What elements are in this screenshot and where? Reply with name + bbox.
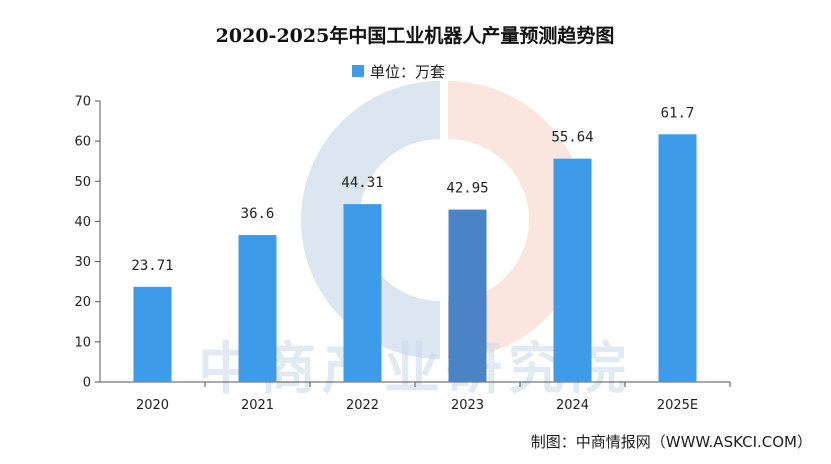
legend: 单位：万套 <box>352 63 445 81</box>
axes: 0 10 20 30 40 50 60 70 2020 2021 2022 2023 2024 2025E <box>74 95 731 413</box>
bars-group <box>133 134 697 382</box>
x-tick-label: 2022 <box>346 398 379 413</box>
x-tick-label: 2023 <box>451 398 484 413</box>
data-label: 23.71 <box>131 258 173 274</box>
x-tick-label: 2021 <box>241 398 274 413</box>
data-label: 61.7 <box>661 105 695 121</box>
bar <box>658 134 697 382</box>
source-note: 制图：中商情报网（WWW.ASKCI.COM） <box>531 433 812 451</box>
data-label: 36.6 <box>241 206 275 222</box>
x-tick-label: 2024 <box>556 398 589 413</box>
y-tick-label: 30 <box>74 255 91 270</box>
y-tick-label: 60 <box>74 135 91 150</box>
value-labels-group: 23.71 36.6 44.31 42.95 55.64 61.7 <box>131 105 694 274</box>
y-tick-label: 0 <box>83 376 91 391</box>
y-tick-label: 50 <box>74 175 91 190</box>
y-tick-label: 40 <box>74 215 91 230</box>
y-tick-label: 70 <box>74 95 91 110</box>
bar <box>448 209 487 382</box>
data-label: 44.31 <box>341 175 383 191</box>
bar <box>238 235 277 382</box>
legend-swatch <box>352 65 364 77</box>
x-tick-label: 2025E <box>657 398 698 413</box>
bar <box>133 286 172 382</box>
legend-label: 单位：万套 <box>370 63 445 81</box>
chart-title: 2020-2025年中国工业机器人产量预测趋势图 <box>216 24 615 47</box>
y-tick-label: 10 <box>74 335 91 350</box>
data-label: 42.95 <box>446 181 488 197</box>
x-tick-label: 2020 <box>136 398 169 413</box>
data-label: 55.64 <box>551 130 593 146</box>
bar <box>553 158 592 382</box>
bar <box>343 204 382 382</box>
y-tick-label: 20 <box>74 295 91 310</box>
